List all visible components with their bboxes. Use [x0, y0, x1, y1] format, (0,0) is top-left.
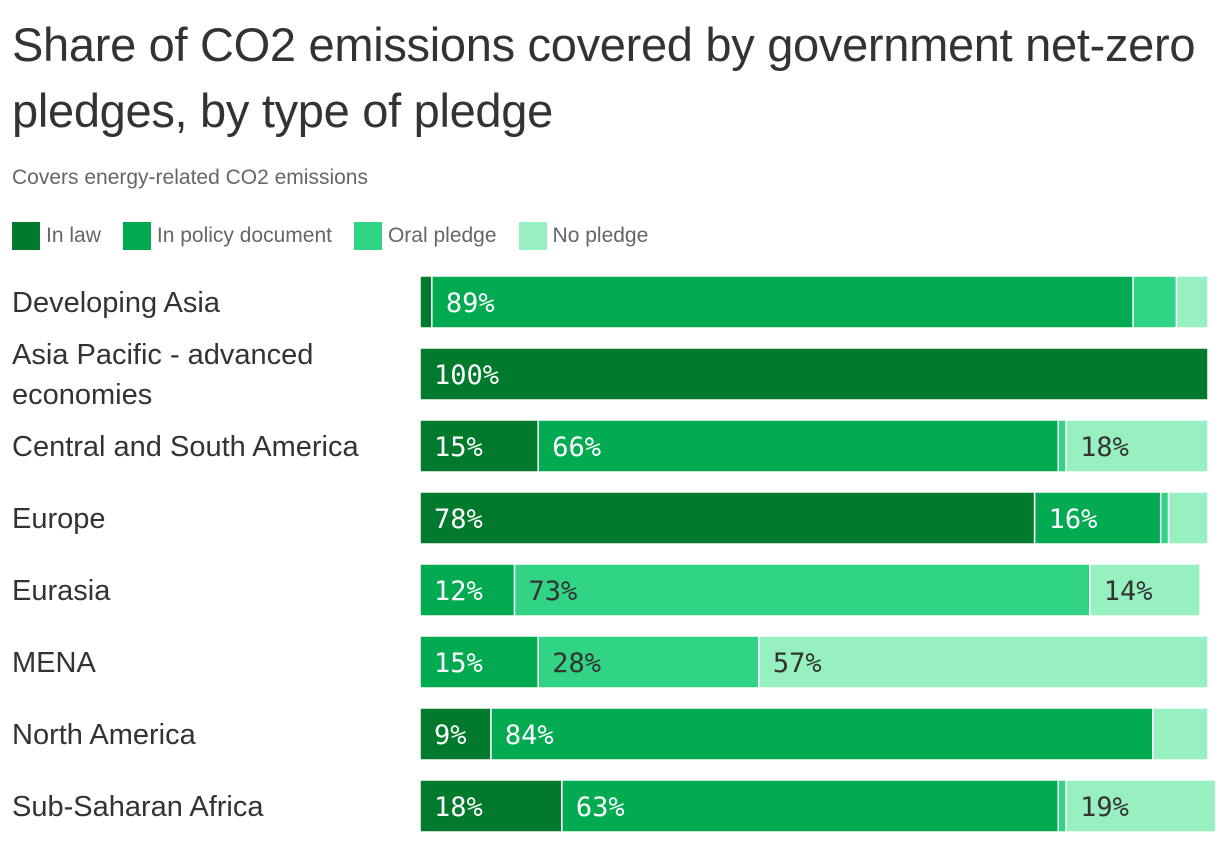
category-label-line: Asia Pacific - advanced: [12, 339, 313, 371]
bar-segment-europe-in-law: [419, 491, 1036, 545]
data-label-north-america-in-law: 9%: [434, 720, 467, 751]
bar-segment-central-and-south-america-in-law: [419, 419, 539, 473]
legend-swatch-in-law: [12, 222, 40, 250]
bar-segment-europe-no-pledge: [1167, 491, 1209, 545]
legend-swatch-in-policy-document: [122, 222, 151, 250]
bar-segment-north-america-in-policy-document: [490, 707, 1154, 761]
data-label-sub-saharan-africa-in-policy-document: 63%: [576, 792, 625, 823]
data-label-central-and-south-america-in-law: 15%: [434, 432, 483, 463]
bar-segment-developing-asia-in-policy-document: [431, 275, 1134, 329]
legend-swatch-oral-pledge: [353, 222, 382, 250]
data-label-mena-in-policy-document: 15%: [434, 648, 483, 679]
category-label-line: economies: [12, 379, 152, 411]
chart-subtitle: Covers energy-related CO2 emissions: [12, 166, 368, 189]
bar-segment-europe-in-policy-document: [1033, 491, 1162, 545]
bar-segment-mena-no-pledge: [758, 635, 1209, 689]
data-label-north-america-in-policy-document: 84%: [505, 720, 554, 751]
legend-swatch-no-pledge: [518, 222, 547, 250]
category-label-sub-saharan-africa: Sub-Saharan Africa: [12, 791, 264, 823]
legend-label-oral-pledge: Oral pledge: [387, 224, 497, 247]
data-label-sub-saharan-africa-no-pledge: 19%: [1080, 792, 1129, 823]
legend-label-in-policy-document: In policy document: [156, 224, 332, 247]
data-label-eurasia-no-pledge: 14%: [1104, 576, 1153, 607]
chart-title: Share of CO2 emissions covered by govern…: [12, 18, 1196, 137]
category-label-north-america: North America: [12, 719, 197, 751]
bar-segment-sub-saharan-africa-in-law: [419, 779, 563, 833]
bar-segment-central-and-south-america-no-pledge: [1065, 419, 1209, 473]
legend-item-no-pledge: No pledge: [518, 222, 649, 250]
bar-segment-north-america-no-pledge: [1152, 707, 1209, 761]
legend-item-in-policy-document: In policy document: [122, 222, 332, 250]
data-label-central-and-south-america-in-policy-document: 66%: [552, 432, 601, 463]
bar-segment-eurasia-oral-pledge: [513, 563, 1091, 617]
bar-segment-europe-oral-pledge: [1159, 491, 1170, 545]
bar-segment-sub-saharan-africa-oral-pledge: [1057, 779, 1067, 833]
data-label-sub-saharan-africa-in-law: 18%: [434, 792, 483, 823]
data-label-central-and-south-america-no-pledge: 18%: [1080, 432, 1129, 463]
stacked-bar-chart: Developing Asia 89% Asia Pacific - advance…: [12, 275, 1217, 833]
data-label-eurasia-in-policy-document: 12%: [434, 576, 483, 607]
bar-segment-north-america-in-law: [419, 707, 492, 761]
data-label-mena-oral-pledge: 28%: [552, 648, 601, 679]
legend-item-oral-pledge: Oral pledge: [353, 222, 497, 250]
data-label-europe-in-law: 78%: [434, 504, 483, 535]
bar-segment-central-and-south-america-oral-pledge: [1057, 419, 1067, 473]
bar-segment-central-and-south-america-in-policy-document: [537, 419, 1060, 473]
data-label-developing-asia-in-policy-document: 89%: [446, 288, 495, 319]
bar-segment-sub-saharan-africa-in-policy-document: [561, 779, 1060, 833]
legend: In law In policy document Oral pledge No…: [12, 222, 670, 250]
data-label-mena-no-pledge: 57%: [773, 648, 822, 679]
bar-segment-mena-in-policy-document: [419, 635, 539, 689]
data-label-europe-in-policy-document: 16%: [1049, 504, 1098, 535]
data-label-eurasia-oral-pledge: 73%: [529, 576, 578, 607]
category-label-mena: MENA: [12, 647, 96, 679]
bar-segment-asia-pacific-advanced-economies-in-law: [419, 347, 1209, 401]
legend-item-in-law: In law: [12, 222, 101, 250]
legend-label-no-pledge: No pledge: [552, 224, 649, 247]
bar-segment-mena-oral-pledge: [537, 635, 760, 689]
data-label-asia-pacific-advanced-economies-in-law: 100%: [434, 360, 499, 391]
category-label-eurasia: Eurasia: [12, 575, 111, 607]
legend-label-in-law: In law: [46, 224, 101, 247]
category-label-europe: Europe: [12, 503, 106, 535]
bar-segment-sub-saharan-africa-no-pledge: [1065, 779, 1217, 833]
category-label-developing-asia: Developing Asia: [12, 287, 221, 319]
bar-segment-developing-asia-oral-pledge: [1132, 275, 1178, 329]
bar-segment-developing-asia-no-pledge: [1175, 275, 1209, 329]
bar-segment-eurasia-no-pledge: [1089, 563, 1201, 617]
bar-segment-developing-asia-in-law: [419, 275, 433, 329]
category-label-asia-pacific-advanced-economies: Asia Pacific - advanced economies: [12, 339, 313, 411]
category-label-central-and-south-america: Central and South America: [12, 431, 359, 463]
